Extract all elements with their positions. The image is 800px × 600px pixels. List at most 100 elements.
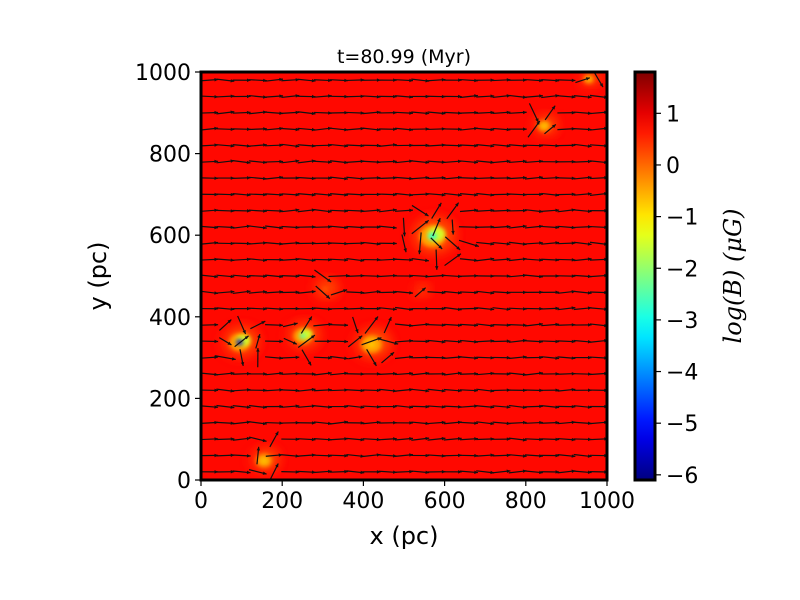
field-arrow: [216, 78, 235, 83]
field-arrow: [362, 306, 381, 311]
field-arrow: [394, 290, 414, 295]
field-arrow: [362, 470, 381, 474]
field-arrow: [265, 94, 284, 98]
field-arrow: [330, 323, 349, 327]
field-arrow: [417, 232, 422, 255]
field-arrow: [492, 421, 511, 426]
field-arrow: [557, 306, 576, 311]
field-arrow: [444, 253, 462, 267]
field-arrow: [265, 111, 284, 115]
field-arrow: [297, 94, 316, 99]
field-arrow: [573, 175, 592, 180]
field-arrow: [201, 274, 219, 279]
field-arrow: [346, 159, 365, 164]
field-arrow: [443, 323, 462, 328]
field-arrow: [411, 257, 430, 263]
field-arrow: [330, 110, 349, 115]
field-arrow: [330, 404, 349, 409]
field-arrow: [557, 469, 576, 474]
field-arrow: [573, 241, 592, 246]
field-arrow: [330, 420, 349, 425]
field-arrow: [427, 339, 446, 344]
field-arrow: [557, 241, 576, 245]
field-arrow: [281, 159, 300, 164]
field-arrow: [394, 159, 414, 164]
field-arrow: [346, 372, 365, 376]
field-arrow: [281, 355, 300, 360]
field-arrow: [541, 339, 560, 344]
field-arrow: [201, 176, 219, 180]
field-arrow: [394, 355, 414, 360]
field-arrow: [297, 404, 316, 408]
field-arrow: [524, 274, 543, 279]
field-contour: [428, 232, 437, 240]
field-arrow: [313, 78, 332, 83]
field-arrow: [524, 143, 543, 148]
field-arrow: [524, 388, 543, 393]
field-arrow: [313, 209, 332, 214]
field-arrow: [315, 285, 331, 300]
field-arrow: [394, 111, 414, 115]
field-arrow: [378, 241, 397, 246]
field-arrow: [443, 127, 462, 131]
field-arrow: [411, 204, 429, 217]
field-arrow: [411, 339, 430, 344]
field-arrow: [346, 421, 365, 425]
field-arrow: [265, 77, 284, 82]
field-arrow: [313, 421, 332, 426]
field-arrow: [313, 388, 332, 392]
field-arrow: [508, 208, 527, 213]
field-arrow: [492, 94, 511, 99]
field-arrow: [232, 388, 251, 392]
field-arrow: [248, 192, 267, 197]
field-arrow: [265, 453, 283, 457]
field-arrow: [346, 94, 365, 99]
field-arrow: [476, 421, 495, 426]
field-arrow: [557, 339, 576, 344]
field-arrow: [313, 258, 332, 262]
field-arrow: [524, 209, 543, 214]
field-arrow: [239, 349, 245, 367]
field-arrow: [573, 209, 592, 213]
field-arrow: [378, 454, 397, 458]
field-arrow: [265, 192, 284, 197]
field-arrow: [492, 323, 511, 327]
field-arrow: [232, 224, 251, 229]
field-arrow: [300, 316, 313, 334]
field-arrow: [492, 274, 511, 278]
field-arrow: [541, 192, 560, 197]
colorbar-ticks: 1 0 −1 −2 −3 −4 −5 −6: [655, 102, 698, 489]
field-arrow: [557, 225, 576, 230]
field-arrow: [281, 225, 300, 230]
field-arrow: [427, 420, 446, 425]
field-arrow: [443, 371, 462, 376]
field-arrow: [265, 143, 284, 147]
field-arrow: [524, 470, 543, 475]
field-arrow: [508, 273, 527, 278]
field-arrow: [248, 258, 267, 262]
field-arrow: [281, 290, 300, 294]
y-tick-label: 0: [177, 469, 191, 494]
field-arrow: [430, 237, 443, 250]
field-arrow: [394, 143, 414, 148]
field-arrow: [232, 470, 251, 475]
field-arrow: [346, 470, 365, 475]
field-arrow: [346, 225, 365, 230]
field-arrow: [476, 356, 495, 360]
field-arrow: [378, 421, 397, 425]
field-arrow: [524, 371, 543, 376]
field-arrow: [362, 437, 381, 442]
field-arrow: [411, 219, 430, 235]
field-contour: [322, 287, 327, 292]
field-arrow: [378, 404, 397, 409]
field-arrow: [492, 290, 511, 295]
field-arrow: [524, 94, 543, 98]
field-arrow: [362, 127, 381, 132]
field-arrow: [524, 454, 543, 458]
field-arrow: [414, 287, 426, 298]
field-arrow: [459, 110, 478, 115]
field-arrow: [508, 144, 527, 148]
field-arrow: [394, 453, 414, 457]
field-arrow: [427, 356, 446, 360]
field-arrow: [394, 421, 414, 425]
